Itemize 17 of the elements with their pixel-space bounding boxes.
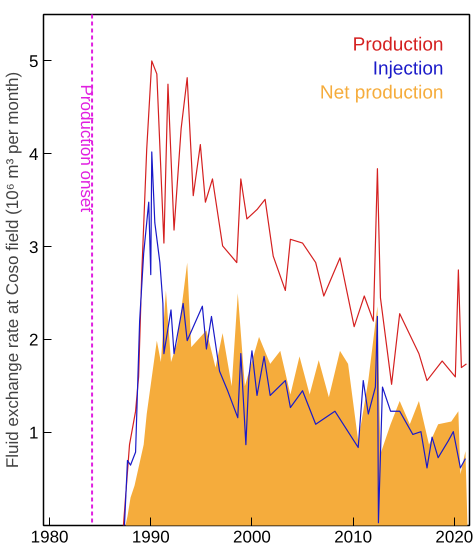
text: Net production — [320, 82, 444, 104]
x-tick-label: 1980 — [30, 528, 68, 545]
text: Production — [352, 34, 444, 56]
text: Injection — [372, 58, 444, 80]
line-series — [124, 151, 466, 526]
y-tick-label: 4 — [29, 144, 39, 164]
y-tick-label: 2 — [29, 330, 39, 350]
x-tick-label: 2020 — [435, 528, 473, 545]
y-tick-label: 1 — [29, 424, 39, 443]
y-axis-title: Fluid exchange rate at Coso field (10⁶ m³ per month) — [3, 72, 22, 468]
line-series — [122, 60, 468, 526]
ref-line-label: Production onset — [77, 84, 96, 212]
y-tick-label: 5 — [29, 52, 39, 71]
y-tick-label: 3 — [29, 238, 39, 257]
x-tick-label: 2010 — [334, 528, 372, 545]
x-tick-label: 1990 — [132, 528, 170, 545]
x-tick-label: 2000 — [233, 528, 271, 545]
